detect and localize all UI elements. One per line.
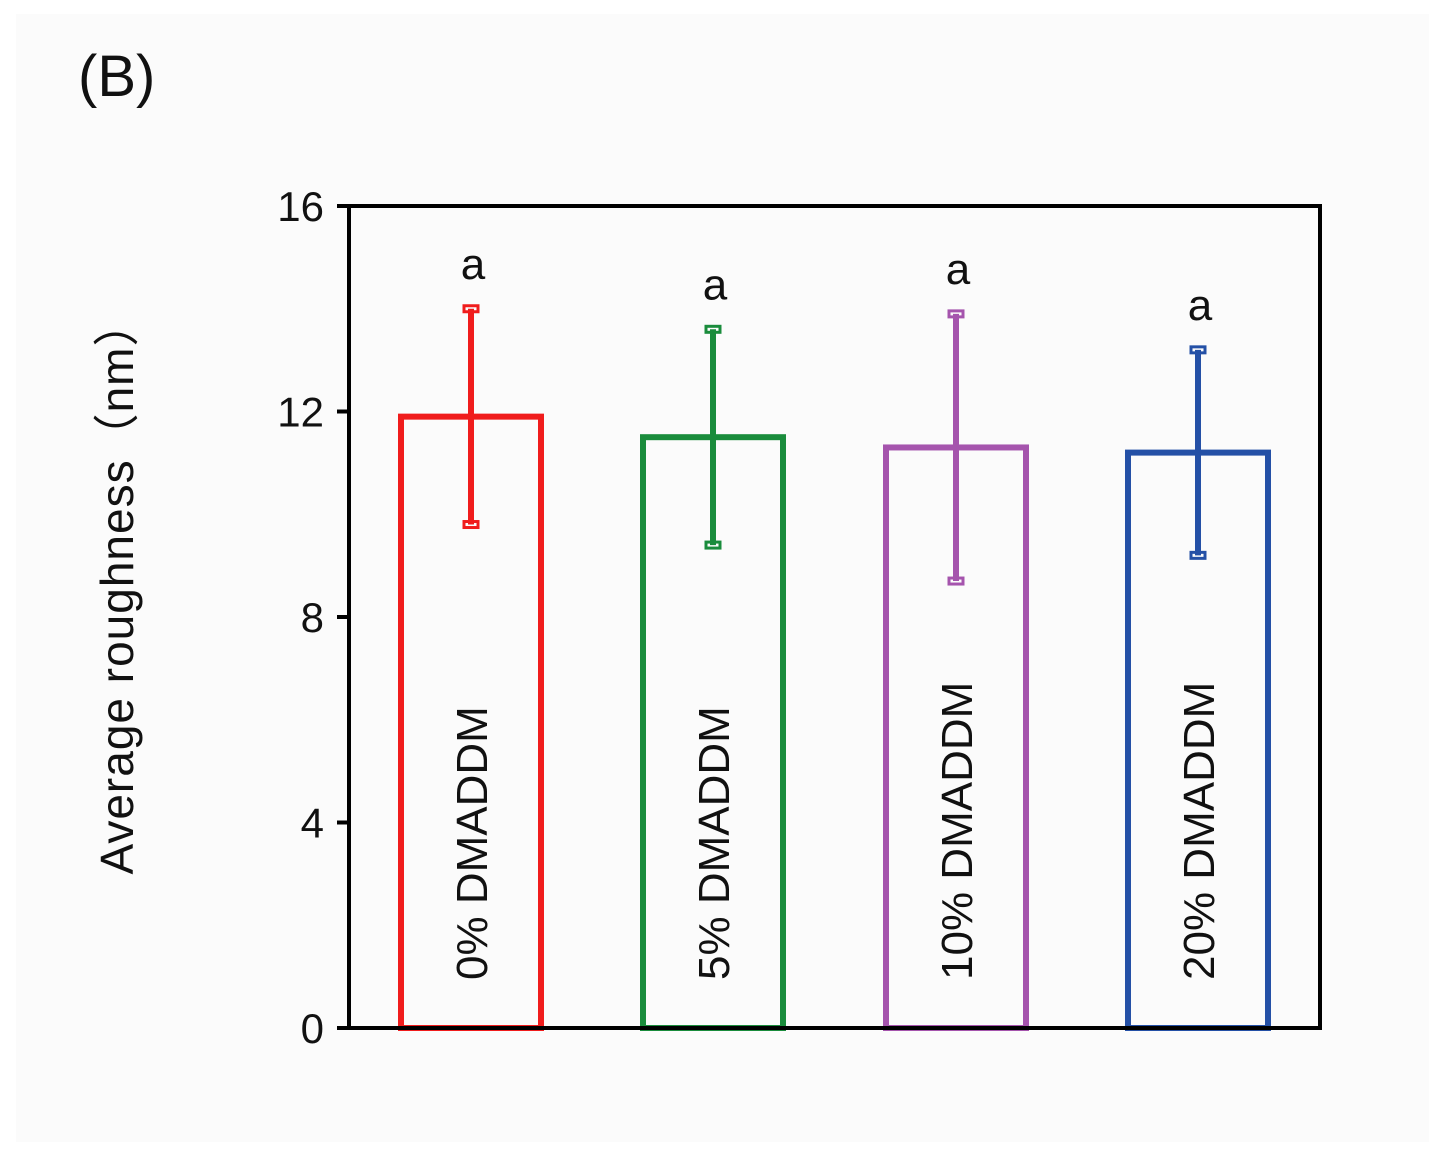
- error-cap-bottom-3: [1189, 550, 1207, 560]
- significance-label-3: a: [1188, 281, 1213, 330]
- error-cap-bottom-2: [947, 576, 965, 586]
- y-tick-label-0: 0: [301, 1005, 324, 1052]
- panel-label: (B): [78, 44, 155, 109]
- error-cap-bottom-1: [704, 540, 722, 550]
- y-tick-label-3: 12: [277, 389, 324, 436]
- bar-label-3: 20% DMADDM: [1175, 682, 1224, 980]
- y-tick-label-2: 8: [301, 594, 324, 641]
- y-axis-ticks: 0 4 8 12 16: [277, 183, 349, 1052]
- significance-label-1: a: [703, 260, 728, 309]
- bars: [398, 413, 1271, 1032]
- error-cap-top-3: [1189, 345, 1207, 355]
- error-cap-bottom-0: [462, 520, 480, 530]
- error-bars: [462, 304, 1207, 586]
- significance-label-0: a: [461, 240, 486, 289]
- bar-label-0: 0% DMADDM: [448, 706, 497, 980]
- error-cap-top-1: [704, 324, 722, 334]
- y-tick-label-1: 4: [301, 800, 324, 847]
- error-cap-top-2: [947, 309, 965, 319]
- bar-labels: 0% DMADDM 5% DMADDM 10% DMADDM 20% DMADDM: [448, 682, 1224, 980]
- significance-labels: a a aa: [461, 240, 1213, 330]
- y-axis-title: Average roughness（nm）: [91, 300, 143, 875]
- bar-label-1: 5% DMADDM: [690, 706, 739, 980]
- y-tick-label-4: 16: [277, 183, 324, 230]
- error-cap-top-0: [462, 304, 480, 314]
- bar-label-2: 10% DMADDM: [933, 682, 982, 980]
- significance-label-2: a: [946, 245, 971, 294]
- figure-panel: [16, 14, 1429, 1142]
